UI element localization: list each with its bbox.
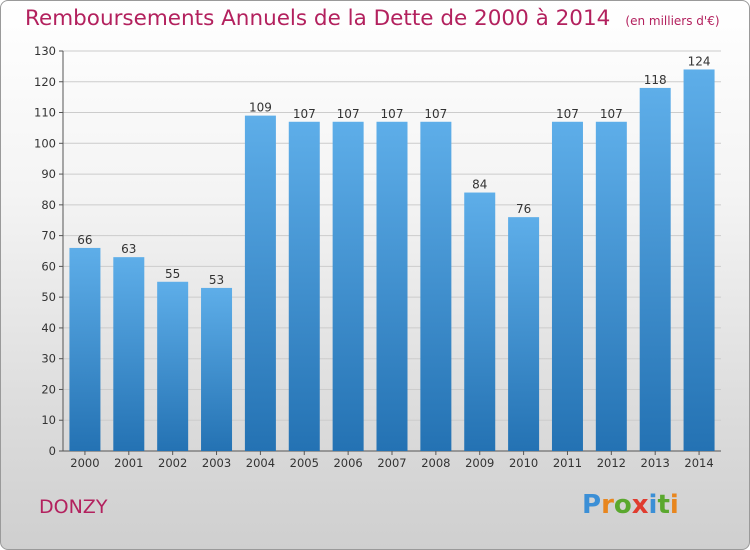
bars <box>69 69 715 452</box>
value-label: 107 <box>600 107 623 121</box>
y-tick-label: 90 <box>41 167 56 181</box>
bar <box>551 121 583 452</box>
x-tick-label: 2006 <box>333 456 362 470</box>
bar <box>113 257 145 451</box>
y-tick-label: 30 <box>41 352 56 366</box>
x-tick-label: 2002 <box>158 456 187 470</box>
bar <box>595 121 627 452</box>
value-label: 76 <box>516 202 531 216</box>
y-tick-label: 70 <box>41 229 56 243</box>
logo-letter: x <box>631 490 649 520</box>
value-label: 107 <box>556 107 579 121</box>
y-tick-label: 50 <box>41 290 56 304</box>
value-label: 109 <box>249 101 272 115</box>
logo-letter: r <box>601 490 614 520</box>
x-tick-label: 2003 <box>202 456 231 470</box>
value-label: 107 <box>424 107 447 121</box>
y-tick-label: 80 <box>41 198 56 212</box>
value-label: 55 <box>165 267 180 281</box>
value-label: 107 <box>337 107 360 121</box>
logo-letter: i <box>648 490 658 520</box>
bar <box>332 121 364 452</box>
x-tick-label: 2011 <box>553 456 582 470</box>
logo-letter: t <box>657 490 670 520</box>
chart-title: Remboursements Annuels de la Dette de 20… <box>25 6 720 31</box>
bar <box>464 192 496 452</box>
bar <box>288 121 320 452</box>
x-tick-label: 2013 <box>641 456 670 470</box>
value-label: 84 <box>472 178 487 192</box>
y-tick-label: 110 <box>34 106 56 120</box>
bar <box>376 121 408 452</box>
value-label: 124 <box>688 54 711 68</box>
logo-letter: i <box>669 490 679 520</box>
value-label: 63 <box>121 242 136 256</box>
y-tick-label: 40 <box>41 321 56 335</box>
y-tick-label: 100 <box>34 136 56 150</box>
y-tick-label: 20 <box>41 382 56 396</box>
logo-letter: o <box>613 490 632 520</box>
x-tick-label: 2009 <box>465 456 494 470</box>
bar <box>420 121 452 452</box>
y-tick-label: 130 <box>34 44 56 58</box>
y-tick-label: 0 <box>49 444 56 458</box>
bar <box>201 287 233 451</box>
value-label: 53 <box>209 273 224 287</box>
x-tick-label: 2004 <box>246 456 275 470</box>
bar <box>244 115 276 451</box>
chart-unit: (en milliers d'€) <box>625 14 720 28</box>
value-label: 118 <box>644 73 667 87</box>
x-tick-label: 2001 <box>114 456 143 470</box>
y-tick-label: 120 <box>34 75 56 89</box>
x-tick-label: 2012 <box>597 456 626 470</box>
chart-title-text: Remboursements Annuels de la Dette de 20… <box>25 6 611 31</box>
x-tick-label: 2010 <box>509 456 538 470</box>
value-label: 66 <box>77 233 92 247</box>
y-tick-label: 60 <box>41 259 56 273</box>
x-tick-label: 2000 <box>70 456 99 470</box>
logo-letter: P <box>582 490 602 520</box>
bar <box>683 69 715 451</box>
value-label: 107 <box>381 107 404 121</box>
x-tick-label: 2014 <box>684 456 713 470</box>
bar <box>69 247 101 451</box>
bar <box>508 217 540 451</box>
bar <box>639 87 671 451</box>
proxiti-logo: Proxiti <box>582 490 679 520</box>
labels: 0 10 20 30 40 50 60 70 80 90 100 110 120 130 66 2000 63 2… <box>34 44 714 470</box>
x-tick-label: 2005 <box>290 456 319 470</box>
value-label: 107 <box>293 107 316 121</box>
commune-name: DONZY <box>39 496 108 518</box>
x-tick-label: 2008 <box>421 456 450 470</box>
y-tick-label: 10 <box>41 413 56 427</box>
bar <box>157 281 189 451</box>
x-tick-label: 2007 <box>377 456 406 470</box>
